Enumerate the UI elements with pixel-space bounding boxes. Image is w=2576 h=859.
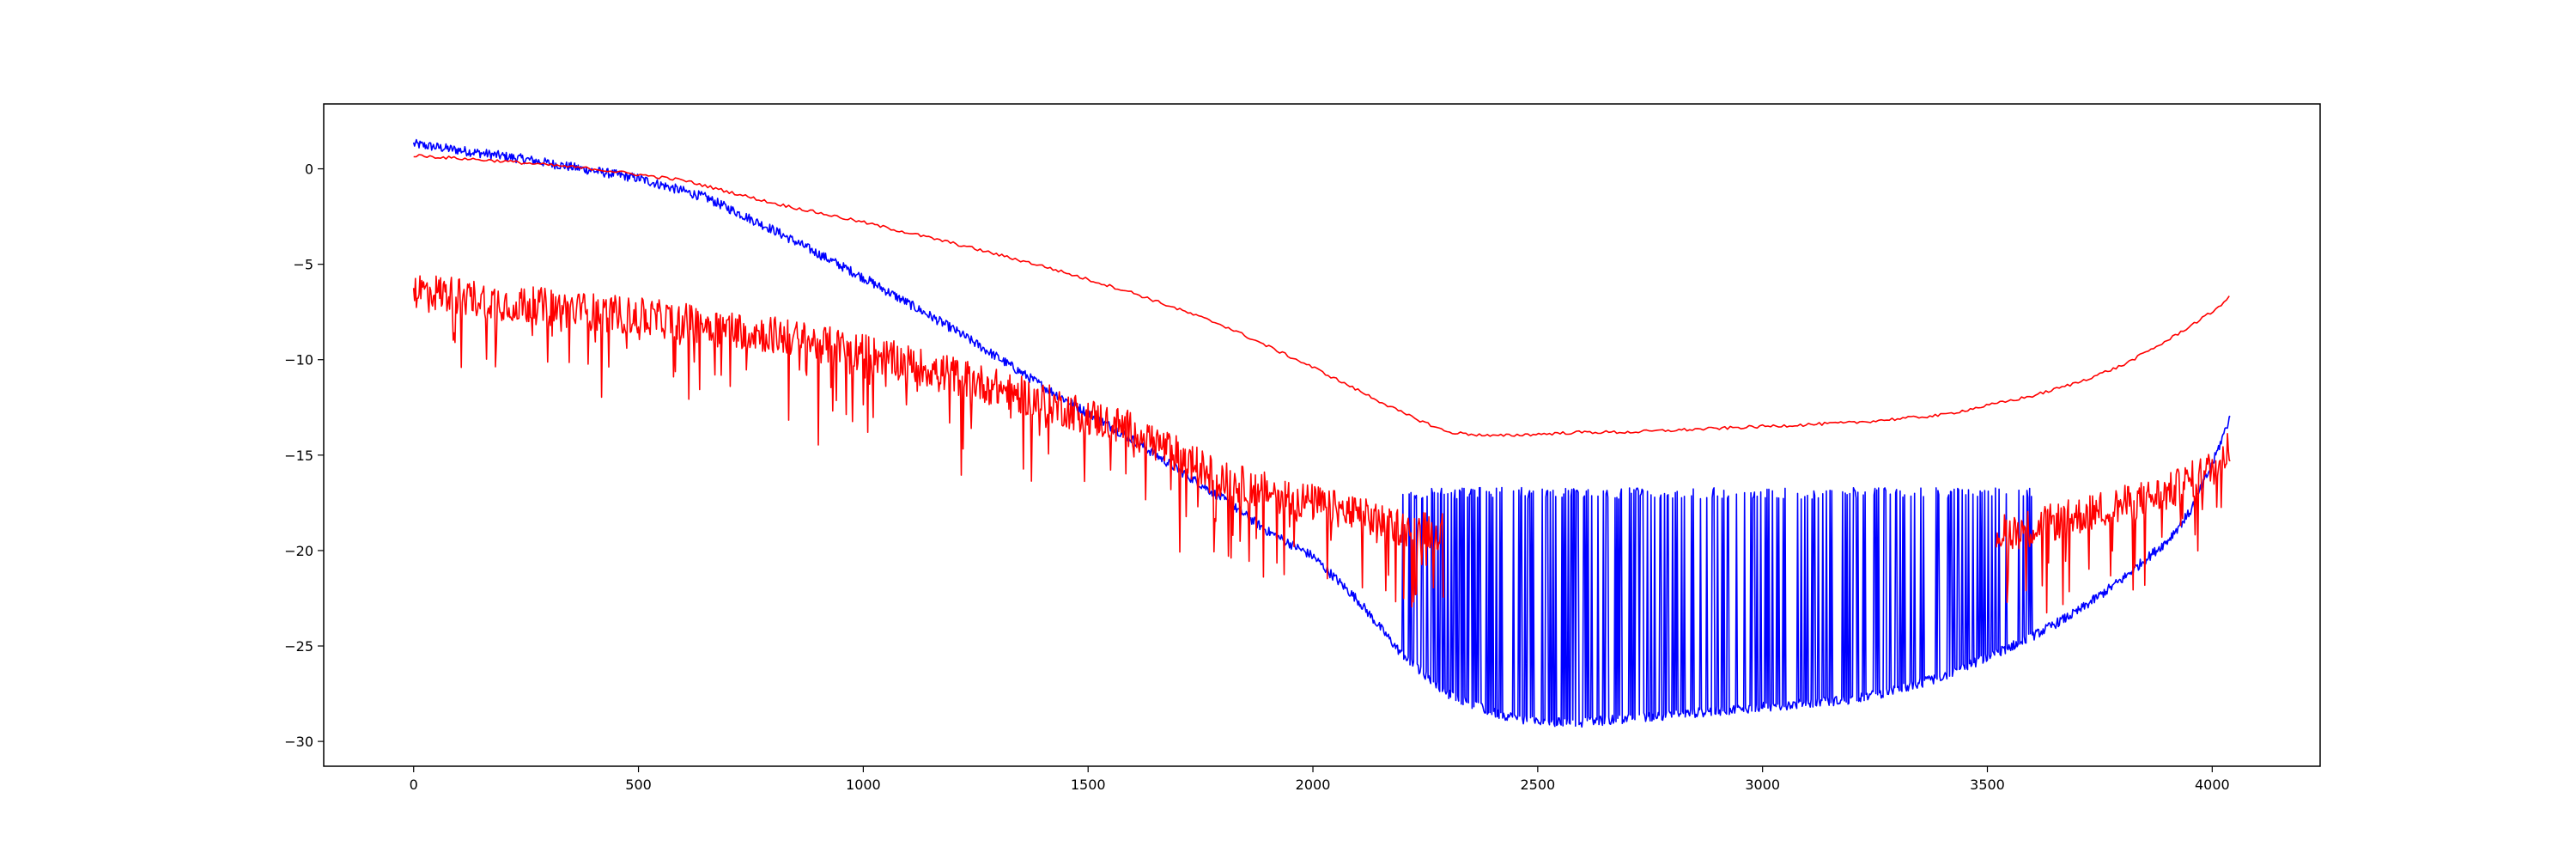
series-3-line-part-1 <box>412 275 1444 608</box>
series-2-line <box>413 154 2230 437</box>
x-tick-label: 1500 <box>1071 777 1106 793</box>
plot-area <box>412 138 2231 728</box>
x-tick-label: 4000 <box>2195 777 2230 793</box>
y-tick-label: −25 <box>284 638 313 655</box>
y-tick-label: −30 <box>284 734 313 750</box>
x-tick-label: 1000 <box>846 777 881 793</box>
y-tick-label: −15 <box>284 448 313 464</box>
y-tick-label: −10 <box>284 352 313 369</box>
series-3-line-part-2 <box>1996 433 2231 614</box>
y-tick-label: 0 <box>305 161 313 178</box>
axis-ticks: 0 500 1000 1500 2000 2500 3000 3500 4000 0 −5 −10 −1… <box>284 161 2229 793</box>
x-tick-label: 3000 <box>1745 777 1780 793</box>
y-tick-label: −20 <box>284 543 313 559</box>
axes-frame <box>323 103 2321 767</box>
series-1-line <box>412 138 2231 728</box>
x-tick-label: 2500 <box>1520 777 1555 793</box>
x-tick-label: 2000 <box>1296 777 1331 793</box>
x-tick-label: 0 <box>410 777 418 793</box>
x-tick-label: 3500 <box>1970 777 2005 793</box>
y-tick-label: −5 <box>293 257 313 273</box>
x-tick-label: 500 <box>625 777 652 793</box>
